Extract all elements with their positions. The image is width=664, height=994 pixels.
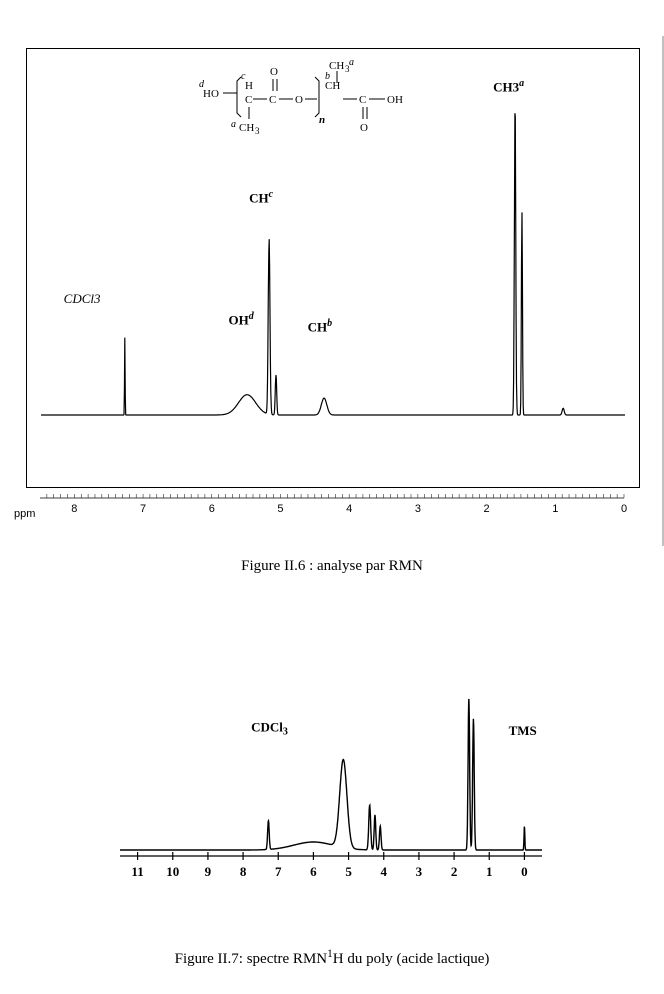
svg-text:CH: CH: [329, 60, 344, 72]
svg-text:4: 4: [346, 503, 352, 515]
figure2-spectrum: 11109876543210CDCl3TMS: [112, 680, 550, 890]
figure2-caption-prefix: Figure II.7: spectre RMN: [175, 951, 327, 967]
svg-text:6: 6: [209, 503, 215, 515]
figure1-peak-label: CDCl3: [64, 291, 101, 307]
figure1-axis: 8 7 6 5 4 3 2 1 0: [26, 492, 638, 532]
svg-text:1: 1: [486, 864, 493, 879]
figure1-peak-label: CH3a: [493, 78, 524, 95]
svg-text:9: 9: [205, 864, 212, 879]
svg-text:n: n: [319, 114, 325, 126]
svg-text:8: 8: [71, 503, 77, 515]
svg-text:3: 3: [416, 864, 423, 879]
svg-text:0: 0: [621, 503, 627, 515]
svg-text:2: 2: [451, 864, 458, 879]
svg-text:TMS: TMS: [509, 723, 537, 738]
svg-text:2: 2: [484, 503, 490, 515]
svg-text:b: b: [325, 71, 330, 82]
svg-text:O: O: [360, 122, 368, 134]
figure2-caption: Figure II.7: spectre RMN1H du poly (acid…: [0, 948, 664, 968]
figure1-caption: Figure II.6 : analyse par RMN: [0, 558, 664, 575]
svg-text:C: C: [269, 94, 276, 106]
figure2-caption-suffix: H du poly (acide lactique): [333, 951, 490, 967]
svg-text:CDCl3: CDCl3: [251, 720, 288, 738]
svg-text:HO: HO: [203, 88, 219, 100]
svg-text:6: 6: [310, 864, 317, 879]
svg-text:8: 8: [240, 864, 247, 879]
figure1-molecule: HO d H C c C O CH 3 a: [197, 57, 467, 167]
svg-text:3: 3: [415, 503, 421, 515]
svg-text:a: a: [231, 119, 236, 130]
svg-text:H: H: [245, 80, 253, 92]
figure1-peak-label: CHc: [249, 189, 273, 206]
figure1-peak-label: CHb: [308, 318, 333, 335]
svg-text:1: 1: [552, 503, 558, 515]
figure1-ppm-label: ppm: [14, 508, 35, 520]
svg-text:O: O: [270, 66, 278, 78]
svg-text:7: 7: [140, 503, 146, 515]
svg-text:5: 5: [277, 503, 283, 515]
svg-text:0: 0: [521, 864, 528, 879]
svg-text:CH: CH: [239, 122, 254, 134]
svg-text:C: C: [359, 94, 366, 106]
svg-text:C: C: [245, 94, 252, 106]
svg-text:10: 10: [166, 864, 179, 879]
svg-text:a: a: [349, 57, 354, 68]
svg-text:5: 5: [345, 864, 352, 879]
svg-text:c: c: [241, 71, 246, 82]
svg-text:4: 4: [381, 864, 388, 879]
figure1-frame: HO d H C c C O CH 3 a: [26, 48, 640, 488]
svg-text:O: O: [295, 94, 303, 106]
figure1-peak-label: OHd: [229, 311, 254, 328]
svg-text:7: 7: [275, 864, 282, 879]
page: HO d H C c C O CH 3 a: [0, 0, 664, 994]
svg-text:OH: OH: [387, 94, 403, 106]
svg-text:3: 3: [255, 126, 260, 136]
svg-text:11: 11: [131, 864, 143, 879]
